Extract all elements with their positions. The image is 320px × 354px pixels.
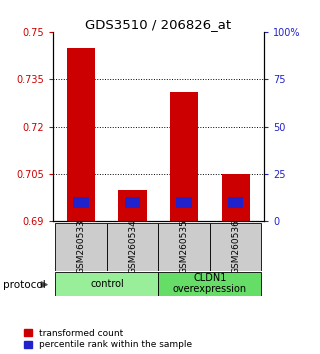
Bar — [107, 223, 158, 271]
Text: GSM260533: GSM260533 — [76, 219, 86, 274]
Bar — [228, 197, 244, 208]
Bar — [73, 197, 89, 208]
Text: protocol: protocol — [3, 280, 46, 290]
Text: GSM260535: GSM260535 — [180, 219, 189, 274]
Bar — [158, 272, 261, 296]
Bar — [67, 48, 95, 221]
Bar — [158, 223, 210, 271]
Text: control: control — [90, 279, 124, 289]
Text: GSM260534: GSM260534 — [128, 219, 137, 274]
Bar — [210, 223, 261, 271]
Text: CLDN1
overexpression: CLDN1 overexpression — [173, 273, 247, 295]
Bar — [170, 92, 198, 221]
Bar — [118, 190, 147, 221]
Bar — [55, 272, 158, 296]
Legend: transformed count, percentile rank within the sample: transformed count, percentile rank withi… — [24, 329, 192, 349]
Bar — [125, 197, 140, 208]
Bar — [176, 197, 192, 208]
Title: GDS3510 / 206826_at: GDS3510 / 206826_at — [85, 18, 231, 31]
Bar — [55, 223, 107, 271]
Bar — [221, 174, 250, 221]
Text: GSM260536: GSM260536 — [231, 219, 240, 274]
